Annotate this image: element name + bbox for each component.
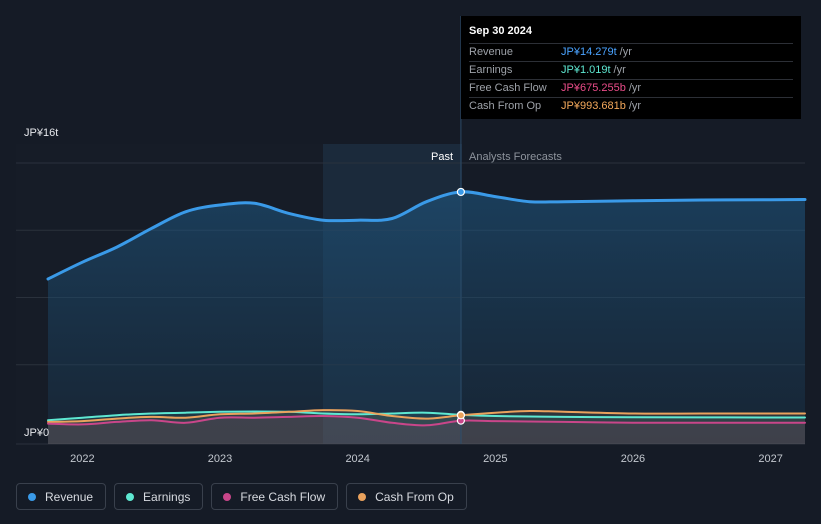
tooltip-unit: /yr: [628, 100, 642, 112]
series-area-earnings: [48, 411, 805, 444]
tooltip: Sep 30 2024 Revenue JP¥14.279t /yr Earni…: [461, 16, 801, 119]
past-label: Past: [431, 151, 453, 163]
x-tick-label: 2024: [345, 453, 369, 465]
series-area-revenue: [48, 191, 805, 444]
legend-label: Cash From Op: [375, 489, 454, 504]
legend-item-earnings[interactable]: Earnings: [114, 483, 204, 510]
tooltip-markers: [456, 187, 466, 425]
y-axis-top-label: JP¥16t: [24, 127, 58, 139]
series-areas: [48, 191, 805, 444]
tooltip-label: Earnings: [469, 64, 513, 76]
legend-label: Revenue: [45, 489, 94, 504]
forecast-label: Analysts Forecasts: [469, 151, 562, 163]
marker-revenue: [456, 187, 466, 197]
tooltip-label: Free Cash Flow: [469, 82, 547, 94]
tooltip-row-earnings: Earnings JP¥1.019t /yr: [469, 61, 793, 78]
legend-item-free-cash-flow[interactable]: Free Cash Flow: [211, 483, 339, 510]
x-axis: 2022 2023 2024 2025 2026 2027: [70, 453, 783, 465]
series-area-cash-from-op: [48, 410, 805, 444]
series-line-cash-from-op: [47, 409, 806, 423]
y-axis-bottom-label: JP¥0: [24, 427, 49, 439]
marker-cash-from-op: [456, 411, 466, 420]
series-line-earnings: [47, 410, 806, 422]
series-line-free-cash-flow: [47, 414, 806, 427]
legend-dot-icon: [223, 492, 232, 501]
legend-label: Earnings: [143, 489, 191, 504]
tooltip-value: JP¥14.279t: [561, 46, 617, 58]
tooltip-value: JP¥675.255b: [561, 82, 626, 94]
tooltip-label: Cash From Op: [469, 100, 542, 112]
legend-dot-icon: [126, 492, 135, 501]
legend-item-revenue[interactable]: Revenue: [16, 483, 107, 510]
legend: Revenue Earnings Free Cash Flow Cash Fro…: [16, 483, 467, 510]
x-tick-label: 2026: [621, 453, 645, 465]
tooltip-value: JP¥993.681b: [561, 100, 626, 112]
tooltip-row-free-cash-flow: Free Cash Flow JP¥675.255b /yr: [469, 79, 793, 96]
tooltip-unit: /yr: [613, 64, 626, 76]
tooltip-row-revenue: Revenue JP¥14.279t /yr: [469, 43, 793, 60]
series-line-revenue: [46, 190, 807, 281]
x-tick-label: 2023: [208, 453, 232, 465]
legend-dot-icon: [358, 492, 367, 501]
tooltip-value: JP¥1.019t: [561, 64, 611, 76]
legend-label: Free Cash Flow: [240, 489, 326, 504]
tooltip-row-cash-from-op: Cash From Op JP¥993.681b /yr: [469, 97, 793, 114]
x-tick-label: 2025: [483, 453, 507, 465]
legend-dot-icon: [28, 492, 36, 501]
legend-item-cash-from-op[interactable]: Cash From Op: [346, 483, 467, 510]
tooltip-unit: /yr: [628, 82, 642, 94]
tooltip-label: Revenue: [469, 46, 514, 58]
x-tick-label: 2022: [70, 453, 94, 465]
tooltip-unit: /yr: [619, 46, 632, 58]
tooltip-date: Sep 30 2024: [469, 25, 532, 37]
x-tick-label: 2027: [758, 453, 782, 465]
series-lines: [46, 190, 807, 427]
